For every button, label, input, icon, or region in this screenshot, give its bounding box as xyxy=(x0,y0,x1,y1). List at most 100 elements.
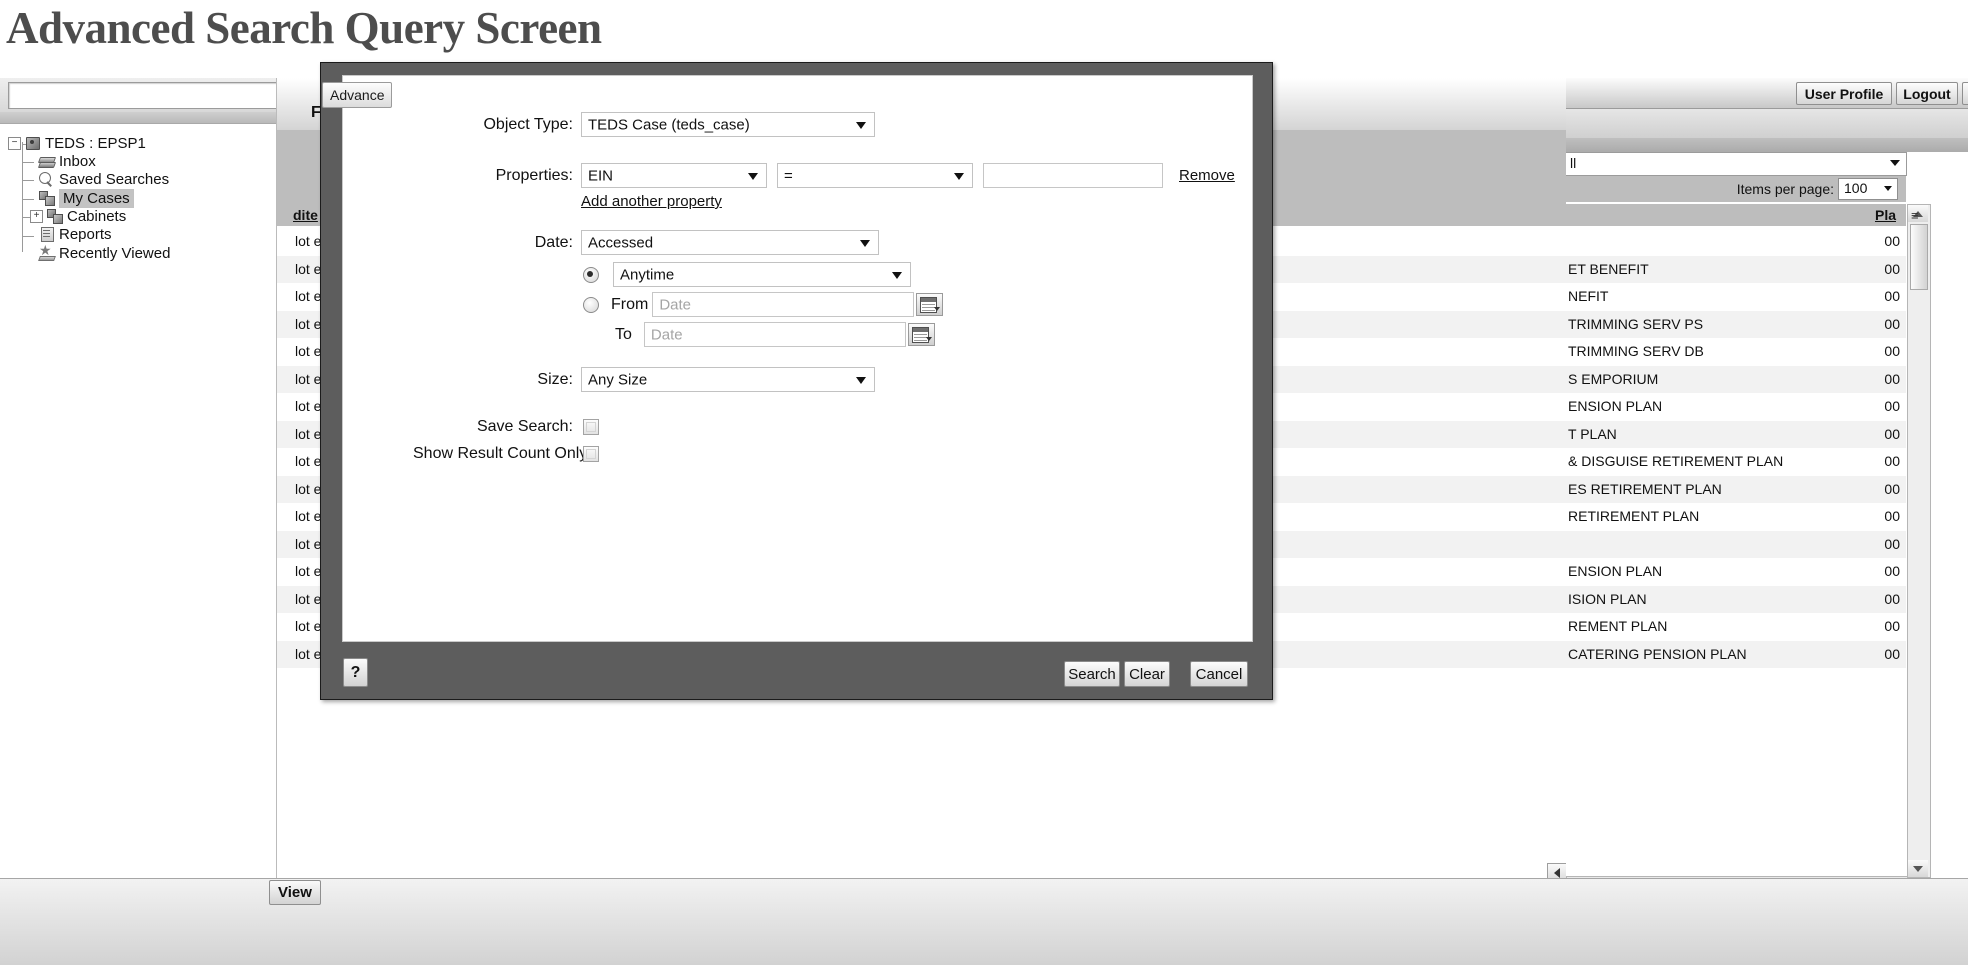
chevron-down-icon xyxy=(748,172,758,180)
advanced-search-button[interactable]: Advance xyxy=(322,82,393,108)
vertical-scrollbar[interactable] xyxy=(1907,204,1931,878)
property-operator-value: = xyxy=(784,167,793,184)
table-row[interactable]: TRIMMING SERV PS 00 xyxy=(1566,310,1906,338)
table-row[interactable]: ES RETIREMENT PLAN 00 xyxy=(1566,475,1906,503)
sidebar-item-recently-viewed[interactable]: Recently Viewed xyxy=(38,242,171,262)
show-result-count-checkbox[interactable] xyxy=(583,446,599,462)
dialog-help-button[interactable]: ? xyxy=(343,658,368,687)
date-from-input[interactable]: Date xyxy=(652,292,915,317)
table-row[interactable]: S EMPORIUM 00 xyxy=(1566,365,1906,393)
table-row[interactable]: TRIMMING SERV DB 00 xyxy=(1566,338,1906,365)
table-row[interactable]: & DISGUISE RETIREMENT PLAN 00 xyxy=(1566,448,1906,475)
items-per-page-control: Items per page: 100 xyxy=(1566,176,1906,202)
table-row[interactable]: CATERING PENSION PLAN 00 xyxy=(1566,640,1906,668)
remove-property-link[interactable]: Remove xyxy=(1179,167,1235,184)
plan-name-cell: RETIREMENT PLAN xyxy=(1568,508,1700,524)
tree-toggle-collapse-icon[interactable]: − xyxy=(8,136,21,150)
chevron-down-icon xyxy=(892,271,902,279)
calendar-icon xyxy=(911,327,929,343)
size-select[interactable]: Any Size xyxy=(581,367,875,392)
table-row[interactable]: T PLAN 00 xyxy=(1566,420,1906,448)
tree-connector xyxy=(22,162,34,163)
table-row[interactable]: REMENT PLAN 00 xyxy=(1566,613,1906,640)
show-result-count-row: Show Result Count Only: xyxy=(413,445,599,463)
table-cell: lot e: xyxy=(295,618,326,634)
view-button[interactable]: View xyxy=(269,880,321,905)
chevron-down-icon xyxy=(1913,865,1923,872)
sidebar-item-reports[interactable]: Reports xyxy=(38,225,112,243)
right-panel-band xyxy=(1566,138,1968,152)
table-row[interactable]: ET BENEFIT 00 xyxy=(1566,255,1906,283)
sidebar-item-label: TEDS : EPSP1 xyxy=(45,134,146,152)
property-value-input[interactable] xyxy=(983,163,1163,188)
cancel-button[interactable]: Cancel xyxy=(1190,661,1248,687)
add-another-property-link[interactable]: Add another property xyxy=(581,193,722,210)
sidebar-item-label: Recently Viewed xyxy=(59,244,171,262)
column-header-label: dite xyxy=(293,207,318,223)
table-cell: lot e: xyxy=(295,233,326,249)
table-row[interactable]: ISION PLAN 00 xyxy=(1566,585,1906,613)
advanced-search-dialog: Object Type: TEDS Case (teds_case) Prope… xyxy=(320,62,1273,700)
sidebar-item-teds-epsp1[interactable]: − TEDS : EPSP1 xyxy=(8,134,146,152)
sidebar-item-saved-searches[interactable]: Saved Searches xyxy=(38,170,169,188)
tree-toggle-expand-icon[interactable]: + xyxy=(30,209,43,223)
plan-number-cell: 00 xyxy=(1884,508,1900,524)
help-button[interactable]: ? xyxy=(1962,82,1968,105)
chevron-down-icon xyxy=(934,307,941,311)
plan-number-cell: 00 xyxy=(1884,563,1900,579)
sidebar-item-label: Inbox xyxy=(59,152,96,170)
right-panel-subbar xyxy=(1566,108,1968,139)
property-field-select[interactable]: EIN xyxy=(581,163,767,188)
date-anytime-radio[interactable] xyxy=(583,266,599,283)
table-row[interactable]: ENSION PLAN 00 xyxy=(1566,558,1906,585)
right-filter-select[interactable]: ll xyxy=(1566,152,1907,176)
date-to-input[interactable]: Date xyxy=(643,322,906,347)
object-type-row: Object Type: TEDS Case (teds_case) xyxy=(473,112,875,137)
chevron-down-icon xyxy=(1884,186,1892,191)
items-per-page-select[interactable]: 100 xyxy=(1838,178,1898,200)
clear-button[interactable]: Clear xyxy=(1124,661,1170,687)
sidebar-item-cabinets[interactable]: + Cabinets xyxy=(30,207,126,225)
date-type-select[interactable]: Accessed xyxy=(581,230,879,255)
search-button[interactable]: Search xyxy=(1064,661,1120,687)
table-row[interactable]: RETIREMENT PLAN 00 xyxy=(1566,503,1906,530)
object-type-label: Object Type: xyxy=(483,115,573,133)
dialog-footer: ? Search Clear Cancel xyxy=(321,641,1272,699)
plan-number-cell: 00 xyxy=(1884,343,1900,359)
date-anytime-select[interactable]: Anytime xyxy=(613,262,911,287)
scroll-up-button[interactable] xyxy=(1908,205,1928,222)
date-range-radio[interactable] xyxy=(583,296,599,313)
sidebar-item-label: Cabinets xyxy=(67,207,127,225)
items-per-page-label: Items per page: xyxy=(1736,181,1834,197)
column-resize-grip-icon[interactable]: ≡ xyxy=(1911,208,1919,223)
logout-button[interactable]: Logout xyxy=(1896,82,1958,105)
right-results-panel: User Profile Logout ? ll Items per page:… xyxy=(1566,78,1968,926)
table-row[interactable]: NEFIT 00 xyxy=(1566,283,1906,310)
chevron-down-icon xyxy=(925,337,932,341)
calendar-icon-button[interactable] xyxy=(907,323,935,346)
size-row: Size: Any Size xyxy=(473,367,875,392)
table-cell: lot e: xyxy=(295,425,326,442)
sidebar-item-inbox[interactable]: Inbox xyxy=(38,152,96,170)
scroll-down-button[interactable] xyxy=(1908,860,1928,877)
show-result-count-label: Show Result Count Only: xyxy=(413,445,592,462)
size-value: Any Size xyxy=(588,371,648,388)
search-input[interactable] xyxy=(8,82,282,109)
calendar-icon-button[interactable] xyxy=(916,293,944,316)
property-field-value: EIN xyxy=(588,167,614,184)
object-type-select[interactable]: TEDS Case (teds_case) xyxy=(581,112,875,137)
scrollbar-thumb[interactable] xyxy=(1910,224,1928,290)
right-column-header[interactable]: Pla xyxy=(1566,204,1906,226)
property-operator-select[interactable]: = xyxy=(777,163,973,188)
sidebar-item-my-cases[interactable]: My Cases xyxy=(38,188,134,208)
table-cell: lot e: xyxy=(295,315,326,332)
plan-name-cell: S EMPORIUM xyxy=(1568,370,1659,387)
plan-name-cell: & DISGUISE RETIREMENT PLAN xyxy=(1568,453,1784,469)
save-search-label: Save Search: xyxy=(476,418,573,435)
user-profile-button[interactable]: User Profile xyxy=(1796,82,1892,105)
center-header-label: F xyxy=(311,104,321,121)
table-row[interactable]: 00 xyxy=(1566,228,1906,255)
save-search-checkbox[interactable] xyxy=(583,419,599,435)
table-row[interactable]: ENSION PLAN 00 xyxy=(1566,393,1906,420)
table-row[interactable]: 00 xyxy=(1566,530,1906,558)
